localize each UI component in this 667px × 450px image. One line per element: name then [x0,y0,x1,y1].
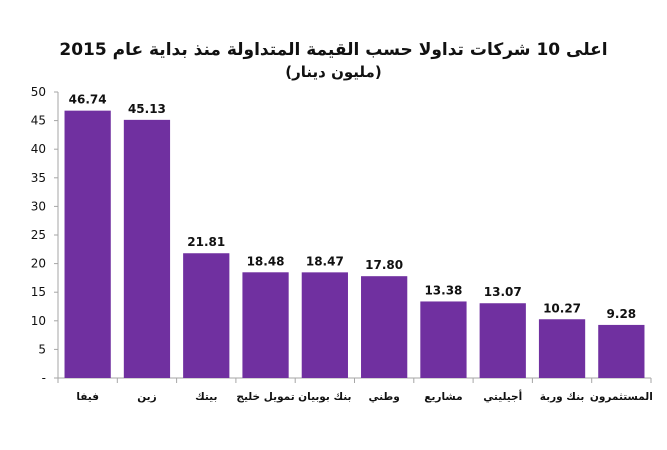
bar [301,272,348,378]
bar [538,319,586,378]
category-label: زين [137,391,156,403]
bar [598,324,645,378]
bar [123,119,171,379]
value-label: 10.27 [543,301,581,315]
category-label: تمويل خليج [236,391,294,403]
y-tick-label: 15 [31,285,46,299]
y-tick-label: 45 [31,114,46,128]
y-tick-label: 20 [31,257,46,271]
value-label: 21.81 [187,235,225,249]
category-label: بنك بوبيان [298,391,351,403]
category-label: بنك وربة [540,391,585,403]
category-label: وطني [368,391,399,403]
bar [420,301,467,378]
value-label: 13.38 [424,283,462,297]
category-label: أجيليتي [483,389,522,403]
bar [64,110,111,378]
y-tick-label: 50 [31,85,46,99]
value-label: 46.74 [69,93,107,107]
value-label: 9.28 [607,307,637,321]
y-tick-label: 25 [31,228,46,242]
chart-subtitle: (مليون دينار) [285,63,382,81]
chart-title: اعلى 10 شركات تداولا حسب القيمة المتداول… [59,40,608,60]
y-tick-label: 5 [38,342,46,356]
y-tick-label: 35 [31,171,46,185]
value-label: 13.07 [484,285,522,299]
bar [242,272,289,378]
category-label: مشاريع [424,391,462,403]
value-label: 18.47 [306,254,344,268]
value-label: 17.80 [365,258,403,272]
category-label: فيفا [76,391,99,403]
value-label: 18.48 [247,254,285,268]
value-label: 45.13 [128,102,166,116]
y-tick-label: - [42,371,46,385]
y-tick-label: 10 [31,314,46,328]
bar [479,303,526,378]
bar [361,276,408,378]
category-label: المستثمرون [590,391,653,403]
bar [183,253,230,378]
y-tick-label: 30 [31,199,46,213]
category-label: بيتك [195,391,217,403]
y-tick-label: 40 [31,142,46,156]
